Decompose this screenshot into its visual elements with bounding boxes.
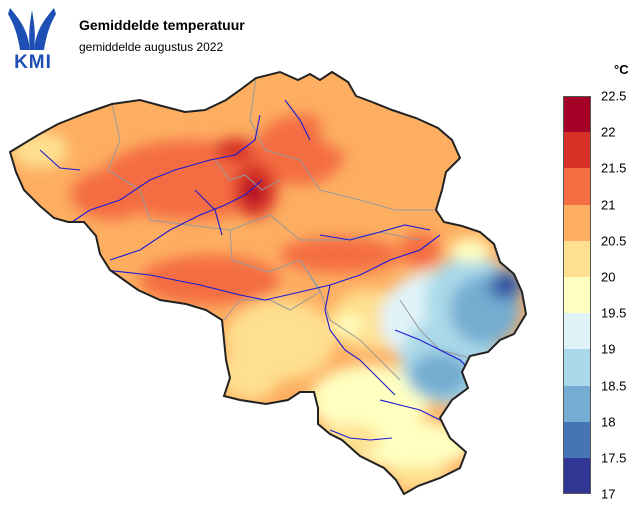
legend-swatch — [563, 276, 591, 314]
legend-tick-label: 18 — [601, 414, 616, 430]
legend-tick-label: 22.5 — [601, 88, 627, 104]
legend-swatch — [563, 457, 591, 495]
legend-unit: °C — [614, 62, 629, 77]
map-title: Gemiddelde temperatuur — [79, 17, 245, 33]
legend-swatch — [563, 385, 591, 422]
legend-tick-label: 19.5 — [601, 305, 627, 321]
legend-tick-label: 17.5 — [601, 450, 627, 466]
legend-tick-label: 20.5 — [601, 233, 627, 249]
legend-swatch — [563, 349, 591, 386]
legend-tick-label: 22 — [601, 124, 616, 140]
legend-swatch — [563, 421, 591, 458]
kmi-logo-icon — [8, 8, 56, 50]
legend-swatch — [563, 313, 591, 350]
legend-swatch — [563, 168, 591, 205]
logo-text: KMI — [14, 52, 52, 73]
legend-swatch — [563, 132, 591, 169]
color-legend — [563, 96, 591, 495]
legend-tick-label: 21.5 — [601, 160, 627, 176]
legend-tick-label: 17 — [601, 486, 616, 502]
legend-tick-label: 19 — [601, 341, 616, 357]
legend-swatch — [563, 204, 591, 241]
legend-swatch — [563, 240, 591, 277]
legend-swatch — [563, 96, 591, 133]
legend-tick-label: 21 — [601, 197, 616, 213]
map-subtitle: gemiddelde augustus 2022 — [79, 40, 224, 54]
legend-tick-label: 20 — [601, 269, 616, 285]
legend-tick-label: 18.5 — [601, 378, 627, 394]
